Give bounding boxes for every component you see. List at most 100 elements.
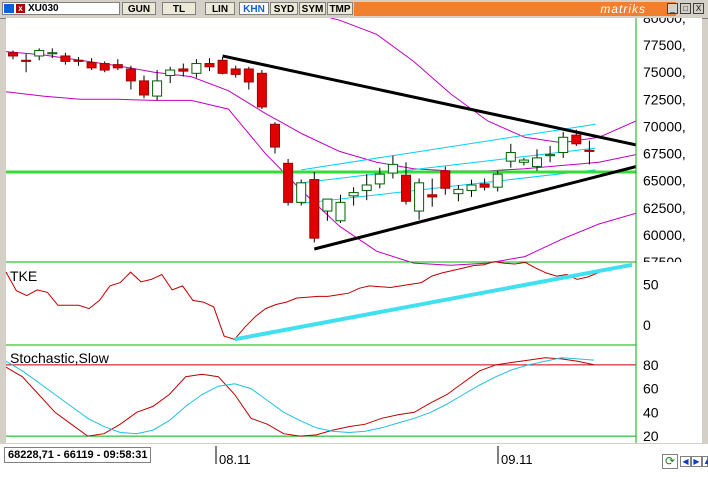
symbol-field[interactable]: x XU030 [2,2,120,15]
candle [99,61,110,73]
btn-gun[interactable]: GUN [122,2,156,15]
candle-body-down [440,170,451,189]
candle-body-down [243,68,254,83]
candle [112,59,123,71]
stoch-d-line [5,357,595,435]
candle-body-up [296,182,307,203]
candle-body-down [584,149,595,152]
candle [217,57,228,75]
candle-body-down [217,59,228,74]
candle-body-up [492,173,503,188]
refresh-icon[interactable]: ⟳ [662,454,678,469]
price-tick: 80000, [643,18,686,26]
candle [584,140,595,165]
candle-body-down [139,80,149,96]
candle-body-down [256,72,267,108]
tke-tick: 50 [643,276,659,292]
btn-tl[interactable]: TL [162,2,196,15]
candle [230,65,241,78]
stoch-k-line [5,357,595,437]
price-tick: 62500, [643,200,686,216]
date-tick-label: 08.11 [219,452,251,467]
candle [8,50,18,60]
candle-body-up [191,63,202,74]
arrow-left-icon[interactable]: ◀ [680,456,691,467]
candle [86,58,97,71]
candle [191,59,202,78]
tke-line [5,261,599,340]
stoch-tick: 40 [643,404,659,420]
candle-body-down [73,59,84,62]
channel-middle [301,147,596,184]
arrow-up-icon[interactable]: ▲ [702,456,708,467]
tke-title: TKE [10,268,37,284]
price-tick: 65000, [643,173,686,189]
chart-area[interactable]: TKE Stochastic,Slow 80000, 77500, 75000, 72… [0,18,708,477]
candle-body-up [165,69,176,76]
candle-body-down [99,63,110,71]
symbol-flag-icon [4,4,14,13]
btn-tmp[interactable]: TMP [327,2,353,15]
candle [34,48,45,61]
date-tick-label: 09.11 [501,452,533,467]
candle-body-up [387,163,398,174]
btn-sym[interactable]: SYM [299,2,326,15]
stoch-tick: 20 [643,428,659,444]
btn-lin[interactable]: LIN [205,2,235,15]
candle [21,53,32,73]
symbol-text: XU030 [28,3,59,14]
candle [178,63,189,77]
candle-body-up [558,136,569,153]
candle [532,149,542,171]
candle [545,145,556,163]
candle-body-down [125,68,136,82]
symbol-close-icon[interactable]: x [16,4,25,13]
candle [47,48,58,59]
candle-body-down [86,61,97,69]
price-tick: 75000, [643,64,686,80]
candle [243,66,254,90]
candle [270,122,280,154]
candle-body-down [204,63,215,68]
btn-syd[interactable]: SYD [270,2,298,15]
bollinger-middle [5,51,637,172]
candle [440,166,451,195]
stoch-tick: 60 [643,381,659,397]
price-tick: 70000, [643,118,686,134]
candle [414,178,425,220]
candle [139,75,149,99]
candle [283,158,294,206]
candle [256,70,267,110]
btn-khn[interactable]: KHN [239,2,269,15]
candle-body-down [60,55,71,62]
candle [518,157,529,166]
minimize-button[interactable]: _ [667,3,678,14]
price-tick: 67500, [643,146,686,162]
candle [60,52,71,65]
candle-body-down [8,52,18,57]
candle-body-up [518,159,529,163]
candle-body-up [374,173,385,185]
close-button[interactable]: X [693,3,704,14]
candle [492,170,503,192]
maximize-button[interactable]: □ [680,3,691,14]
price-tick: 77500, [643,37,686,53]
candle [322,198,333,221]
candle-body-down [401,174,411,202]
arrow-right-icon[interactable]: ▶ [691,456,702,467]
brand-logo: matriks [600,2,646,16]
candle [165,66,176,84]
candle-body-up [335,201,346,222]
candle [479,178,490,191]
candle [296,179,307,206]
candle [335,194,346,223]
candle-body-up [361,184,372,191]
stoch-tick: 80 [643,357,659,373]
candle [361,174,372,201]
candle [152,70,163,101]
candle-body-down [283,162,294,203]
candle [204,58,215,72]
chart-background [6,18,636,443]
price-tick: 57500, [643,254,686,270]
candle [387,155,398,179]
